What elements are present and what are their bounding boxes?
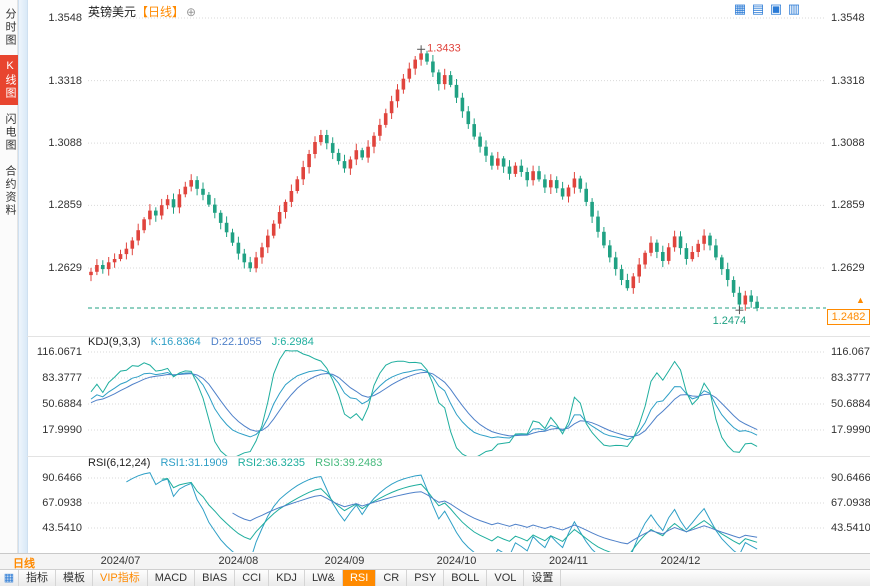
rsi1-value: RSI1:31.1909 bbox=[160, 457, 228, 469]
rsi-title: RSI(6,12,24) bbox=[88, 457, 151, 469]
y-axis-label: 1.3548 bbox=[48, 12, 82, 24]
y-axis-label: 83.3777 bbox=[831, 372, 870, 384]
y-axis-label: 67.0938 bbox=[831, 497, 870, 509]
y-axis-label: 90.6466 bbox=[831, 472, 870, 484]
indicator-tab-BIAS[interactable]: BIAS bbox=[195, 570, 236, 586]
y-axis-label: 1.2859 bbox=[48, 199, 82, 212]
y-axis-label: 1.3088 bbox=[48, 137, 82, 150]
last-price-arrow-icon: ▲ bbox=[856, 295, 865, 305]
indicator-grid-icon[interactable]: ▦ bbox=[0, 570, 19, 586]
rsi3-value: RSI3:39.2483 bbox=[315, 457, 383, 469]
chart-layout-icon-2[interactable]: ▤ bbox=[751, 1, 765, 16]
indicator-tab-LW&[interactable]: LW& bbox=[305, 570, 343, 586]
y-axis-label: 1.3548 bbox=[831, 12, 865, 24]
chart-layout-icon-3[interactable]: ▣ bbox=[769, 1, 783, 16]
y-axis-label: 1.3318 bbox=[48, 74, 82, 87]
y-axis-label: 1.3088 bbox=[831, 137, 865, 150]
symbol-name: 英镑美元 bbox=[88, 5, 137, 19]
indicator-tab-PSY[interactable]: PSY bbox=[407, 570, 445, 586]
panel-divider bbox=[27, 336, 870, 337]
y-axis-label: 43.5410 bbox=[42, 522, 82, 534]
panel-splitter[interactable] bbox=[18, 0, 28, 553]
svg-text:1.2474: 1.2474 bbox=[713, 315, 747, 327]
indicator-tab-bar: ▦ 指标 模板 VIP指标 MACD BIAS CCI KDJ LW& RSI CR PSY BOLL V… bbox=[0, 569, 870, 586]
y-axis-label: 67.0938 bbox=[42, 497, 82, 509]
y-axis-label: 17.9990 bbox=[831, 424, 870, 436]
y-axis-label: 1.2859 bbox=[831, 199, 865, 212]
time-axis: 日线 2024/07 2024/08 2024/09 2024/10 2024/11 20… bbox=[0, 553, 870, 570]
indicator-tab-MACD[interactable]: MACD bbox=[148, 570, 196, 586]
indicator-tab-CR[interactable]: CR bbox=[376, 570, 408, 586]
y-axis-label: 17.9990 bbox=[42, 424, 82, 436]
candlestick-chart[interactable]: 1.3433 1.2474 bbox=[88, 14, 826, 336]
indicator-tab-指标[interactable]: 指标 bbox=[19, 570, 56, 586]
indicator-tab-VOL[interactable]: VOL bbox=[487, 570, 525, 586]
svg-text:1.3433: 1.3433 bbox=[427, 42, 461, 54]
indicator-tab-RSI[interactable]: RSI bbox=[342, 570, 377, 586]
indicator-tab-BOLL[interactable]: BOLL bbox=[444, 570, 488, 586]
x-axis-month-label: 2024/08 bbox=[218, 555, 259, 567]
y-axis-label: 1.2629 bbox=[48, 262, 82, 274]
sidebar-tab-合约资料[interactable]: 合约资料 bbox=[4, 165, 16, 217]
y-axis-label: 116.0671 bbox=[831, 346, 870, 358]
chart-layout-icon-4[interactable]: ▥ bbox=[787, 1, 801, 16]
rsi-indicator-header[interactable]: RSI(6,12,24) RSI1:31.1909 RSI2:36.3235 R… bbox=[88, 457, 382, 469]
y-axis-label: 1.3318 bbox=[831, 74, 865, 87]
sidebar-tab-闪电图[interactable]: 闪电图 bbox=[4, 113, 16, 152]
y-axis-label: 116.0671 bbox=[36, 346, 82, 358]
y-axis-label: 90.6466 bbox=[42, 472, 82, 484]
x-axis-month-label: 2024/12 bbox=[660, 555, 701, 567]
panel-divider bbox=[27, 456, 870, 457]
add-indicator-icon[interactable]: ⊕ bbox=[186, 5, 197, 19]
kdj-title: KDJ(9,3,3) bbox=[88, 336, 141, 348]
chart-layout-icon-1[interactable]: ▦ bbox=[733, 1, 747, 16]
period-tag[interactable]: 【日线】 bbox=[136, 5, 185, 19]
x-axis-month-label: 2024/07 bbox=[100, 555, 141, 567]
kdj-d-value: D:22.1055 bbox=[210, 336, 262, 348]
sidebar-tab-K线图[interactable]: K线图 bbox=[0, 55, 20, 105]
y-axis-label: 50.6884 bbox=[42, 398, 82, 410]
indicator-tab-设置[interactable]: 设置 bbox=[524, 570, 562, 586]
indicator-tab-CCI[interactable]: CCI bbox=[235, 570, 270, 586]
sidebar-tab-分时图[interactable]: 分时图 bbox=[4, 8, 16, 47]
x-axis-month-label: 2024/10 bbox=[436, 555, 477, 567]
y-axis-label: 50.6884 bbox=[831, 398, 870, 410]
chart-title: 英镑美元【日线】 ⊕ bbox=[88, 3, 196, 20]
indicator-tab-模板[interactable]: 模板 bbox=[56, 570, 93, 586]
indicator-tab-KDJ[interactable]: KDJ bbox=[269, 570, 305, 586]
period-label[interactable]: 日线 bbox=[13, 558, 35, 570]
y-axis-label: 1.2629 bbox=[831, 262, 865, 274]
rsi-chart[interactable] bbox=[88, 469, 826, 552]
last-price-badge: 1.2482 bbox=[827, 309, 870, 325]
kdj-indicator-header[interactable]: KDJ(9,3,3) K:16.8364 D:22.1055 J:6.2984 bbox=[88, 336, 314, 348]
kdj-k-value: K:16.8364 bbox=[150, 336, 201, 348]
rsi2-value: RSI2:36.3235 bbox=[237, 457, 306, 469]
x-axis-month-label: 2024/09 bbox=[324, 555, 365, 567]
y-axis-label: 43.5410 bbox=[831, 522, 870, 534]
kdj-chart[interactable] bbox=[88, 346, 826, 456]
kdj-j-value: J:6.2984 bbox=[271, 336, 314, 348]
y-axis-label: 83.3777 bbox=[42, 372, 82, 384]
x-axis-month-label: 2024/11 bbox=[549, 555, 588, 567]
left-tab-bar: 分时图 K线图闪电图合约资料 bbox=[0, 0, 20, 553]
chart-layout-toolbar: ▦ ▤ ▣ ▥ bbox=[733, 1, 801, 16]
indicator-tab-VIP指标[interactable]: VIP指标 bbox=[93, 570, 148, 586]
